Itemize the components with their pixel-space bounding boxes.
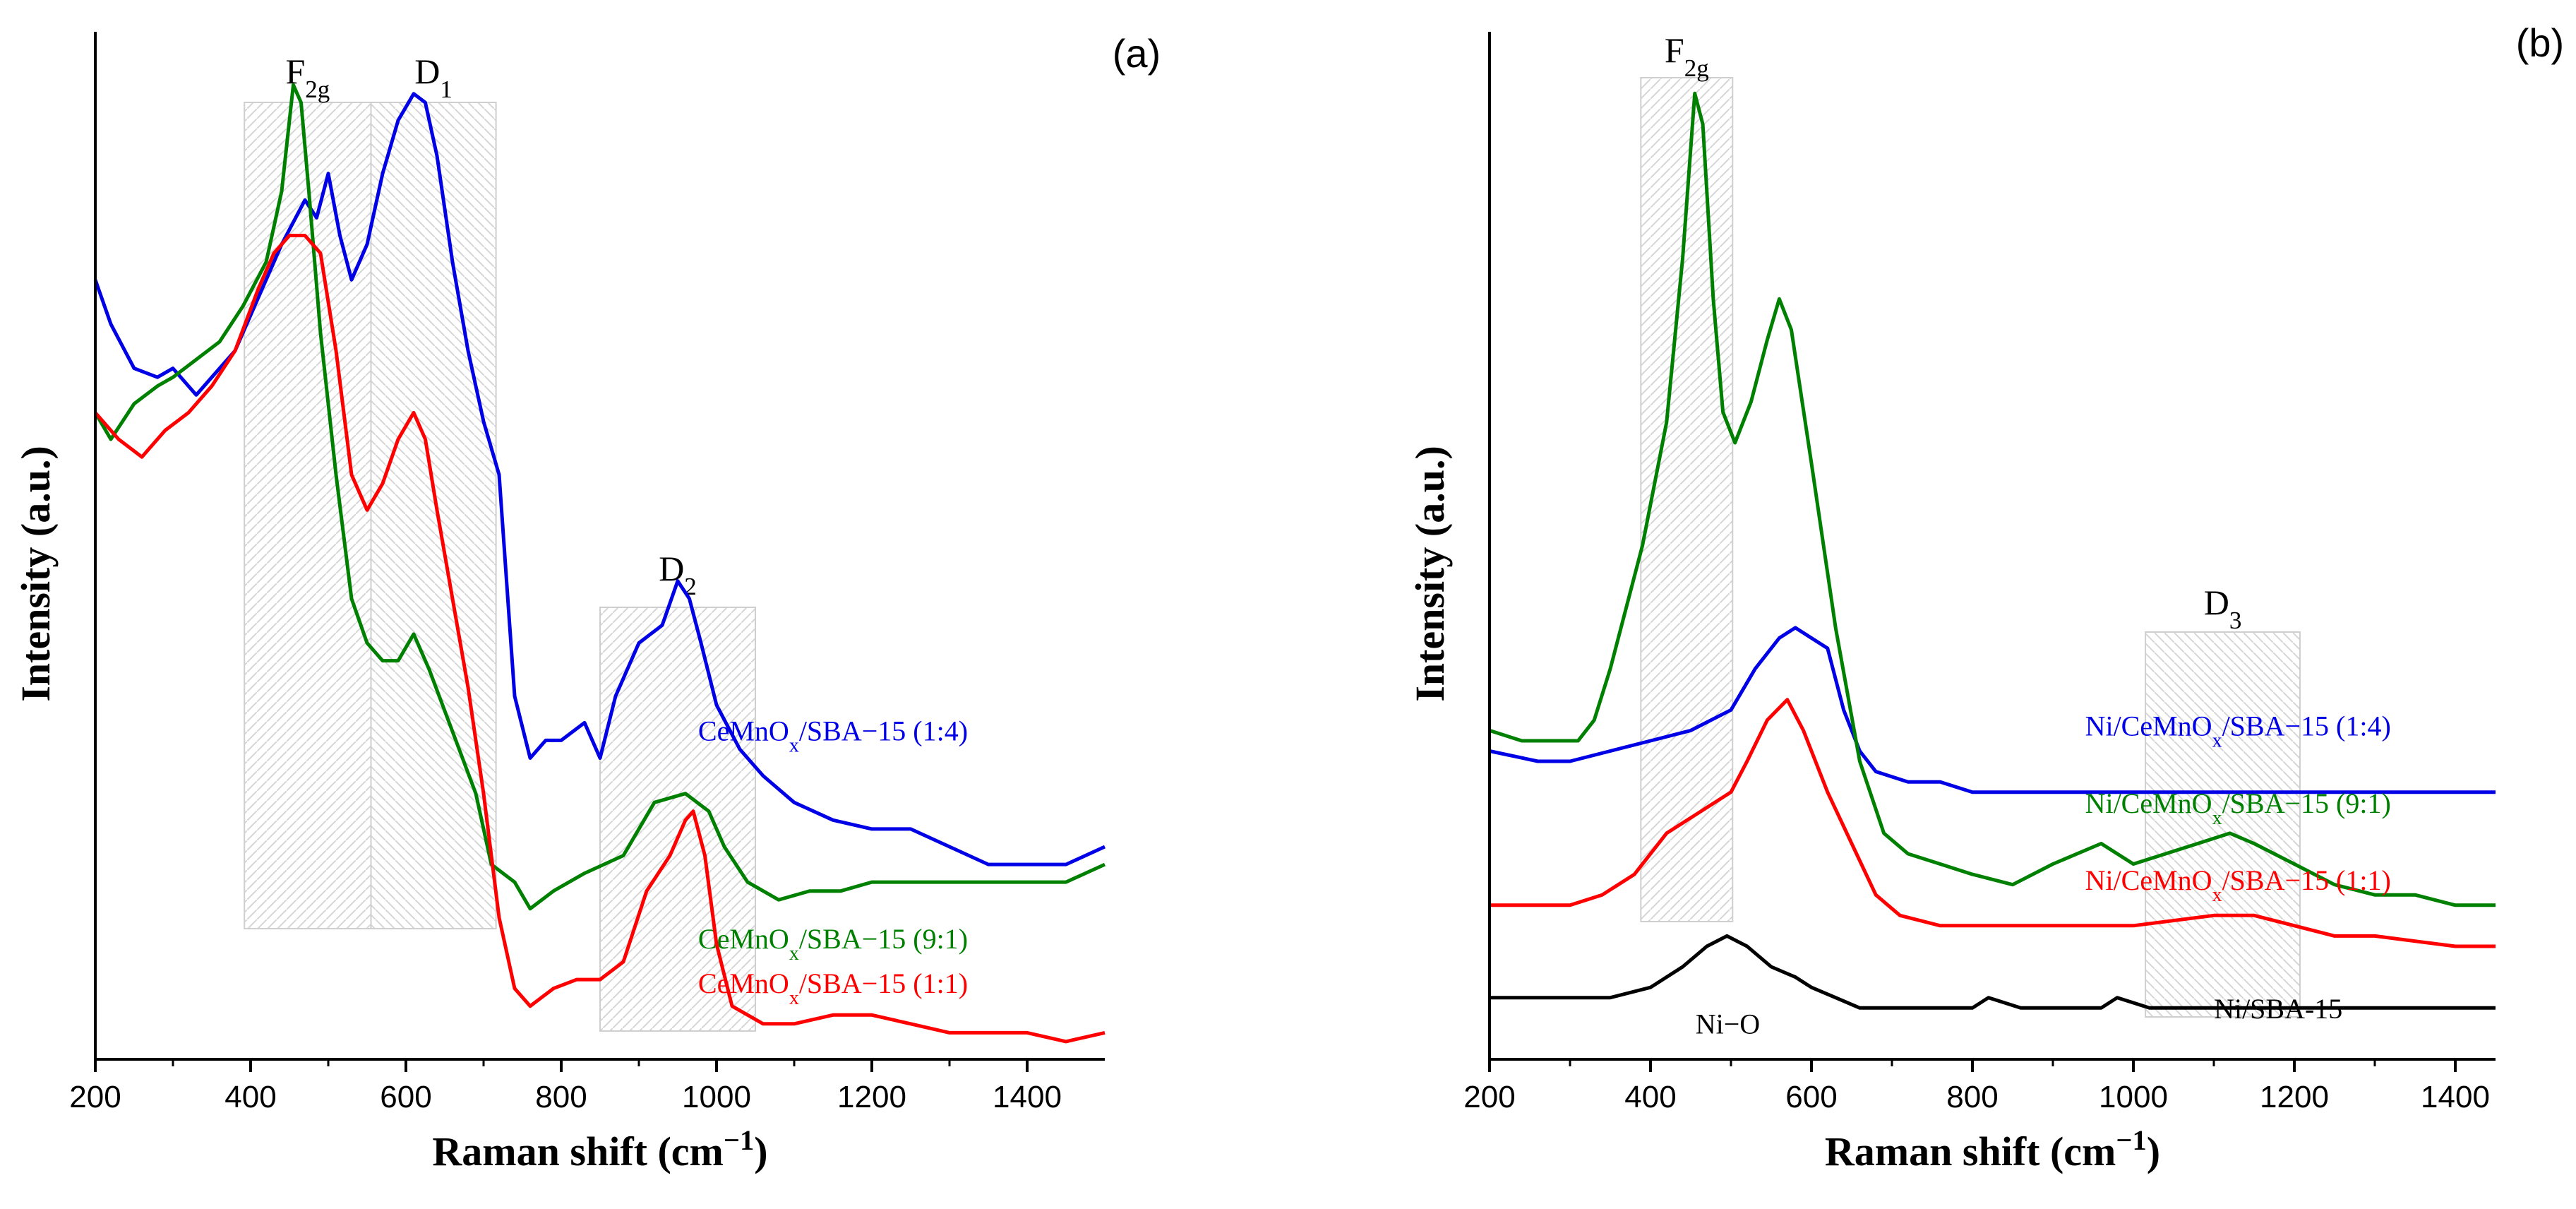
- panel-label: (a): [1113, 31, 1161, 76]
- x-tick-label: 1400: [2421, 1080, 2490, 1114]
- series-line: [93, 92, 1106, 866]
- series-line: [93, 83, 1106, 911]
- x-tick-label: 1200: [837, 1080, 906, 1114]
- band-label: D3: [2204, 583, 2242, 634]
- x-tick-label: 200: [69, 1080, 121, 1114]
- band-label: D1: [414, 52, 453, 103]
- series-label: CeMnOx/SBA−15 (1:4): [698, 715, 968, 756]
- series-label: Ni/CeMnOx/SBA−15 (1:1): [2085, 864, 2391, 906]
- band-region: [599, 607, 756, 1032]
- x-axis-title: Raman shift (cm−1): [432, 1124, 767, 1175]
- x-axis-title: Raman shift (cm−1): [1825, 1124, 2160, 1175]
- panel-label: (b): [2516, 20, 2564, 65]
- x-tick-label: 400: [224, 1080, 276, 1114]
- series-label: Ni/CeMnOx/SBA−15 (9:1): [2085, 787, 2391, 829]
- y-axis-title: Intensity (a.u.): [13, 446, 59, 702]
- band-label: F2g: [1665, 30, 1709, 82]
- x-tick-label: 1400: [993, 1080, 1062, 1114]
- series-line: [1490, 934, 2496, 1010]
- x-tick-label: 600: [380, 1080, 431, 1114]
- band-region: [2145, 631, 2301, 1018]
- band-region: [244, 102, 372, 929]
- series-line: [1490, 698, 2496, 948]
- band-label: D2: [659, 549, 697, 600]
- x-tick-label: 400: [1624, 1080, 1676, 1114]
- series-line: [1489, 626, 2496, 794]
- x-tick-label: 1000: [682, 1080, 751, 1114]
- x-tick-label: 800: [1946, 1080, 1998, 1114]
- annotation-label: Ni−O: [1696, 1008, 1760, 1040]
- chart-panel-b: F2g D3 Ni/CeMnOx/SBA−15 (1:4) Ni/CeMnOx/SBA…: [1407, 20, 2564, 1174]
- annotation-label: Ni/SBA-15: [2214, 993, 2342, 1025]
- x-tick-label: 800: [535, 1080, 587, 1114]
- series-line: [1489, 91, 2496, 907]
- series-label: CeMnOx/SBA−15 (1:1): [698, 967, 968, 1009]
- y-axis-title: Intensity (a.u.): [1407, 446, 1453, 702]
- series-label: Ni/CeMnOx/SBA−15 (1:4): [2085, 710, 2391, 752]
- band-label: F2g: [285, 52, 330, 103]
- x-tick-label: 600: [1785, 1080, 1837, 1114]
- chart-panel-a: F2g D1 D2 CeMnOx/SBA−15 (1:4) CeMnOx/SBA−15 …: [13, 31, 1161, 1174]
- x-tick-label: 200: [1463, 1080, 1515, 1114]
- series-line: [94, 234, 1106, 1044]
- x-tick-label: 1000: [2099, 1080, 2168, 1114]
- x-tick-label: 1200: [2260, 1080, 2329, 1114]
